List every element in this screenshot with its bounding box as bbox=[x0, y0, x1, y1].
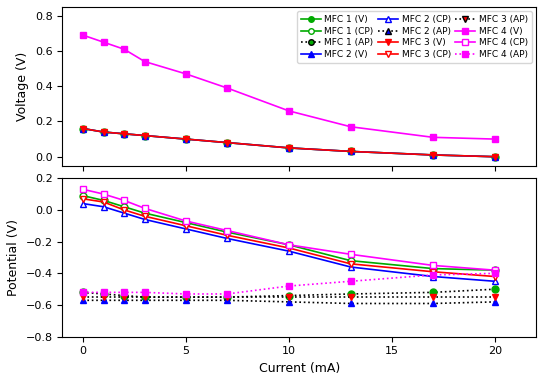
X-axis label: Current (mA): Current (mA) bbox=[258, 362, 340, 375]
Y-axis label: Potential (V): Potential (V) bbox=[7, 219, 20, 296]
Y-axis label: Voltage (V): Voltage (V) bbox=[16, 52, 29, 121]
Legend: MFC 1 (V), MFC 1 (CP), MFC 1 (AP), MFC 2 (V), MFC 2 (CP), MFC 2 (AP), MFC 3 (V),: MFC 1 (V), MFC 1 (CP), MFC 1 (AP), MFC 2… bbox=[297, 11, 532, 63]
